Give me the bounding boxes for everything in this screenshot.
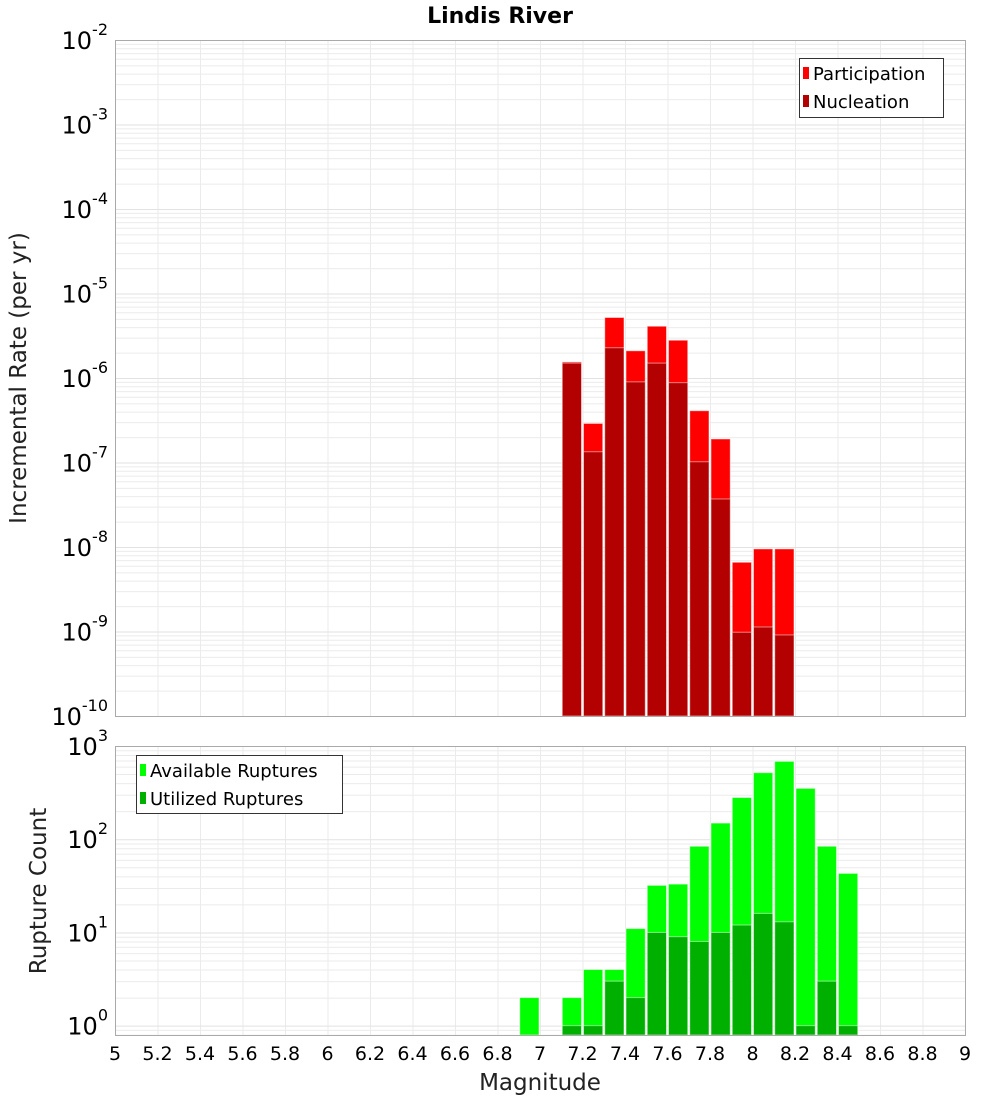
- legend-label-nucleation: Nucleation: [813, 92, 909, 113]
- x-tick-label: 6.4: [397, 1043, 427, 1065]
- x-tick-label: 6: [321, 1043, 333, 1065]
- bottom-bar-available-ruptures: [795, 787, 816, 1036]
- x-tick-label: 5.2: [142, 1043, 172, 1065]
- y-tick-label: 101: [67, 912, 108, 947]
- y-tick-label: 10-9: [62, 612, 109, 647]
- top-plot-border: [115, 40, 966, 717]
- x-tick-label: 5.6: [227, 1043, 257, 1065]
- top-bar-nucleation: [604, 347, 625, 717]
- bottom-bar-utilized-ruptures: [774, 921, 795, 1036]
- legend-swatch-participation: [803, 67, 809, 79]
- legend-label-available: Available Ruptures: [150, 761, 318, 782]
- top-plot-grid: [115, 40, 966, 717]
- bottom-bar-utilized-ruptures: [838, 1025, 859, 1036]
- x-tick-label: 6.2: [355, 1043, 385, 1065]
- y-tick-label: 100: [67, 1006, 108, 1041]
- x-tick-label: 8.6: [865, 1043, 895, 1065]
- top-bar-nucleation: [583, 451, 604, 717]
- x-tick-label: 8.8: [907, 1043, 937, 1065]
- bottom-bar-utilized-ruptures: [604, 980, 625, 1036]
- bottom-y-axis-label: Rupture Count: [26, 808, 52, 974]
- x-tick-label: 8: [746, 1043, 758, 1065]
- x-tick-label: 5.8: [270, 1043, 300, 1065]
- y-tick-label: 10-6: [62, 358, 109, 393]
- bottom-bar-utilized-ruptures: [583, 1025, 604, 1036]
- y-tick-label: 10-3: [62, 105, 109, 140]
- bottom-y-ticks: 100 101 102 103: [67, 726, 108, 1041]
- legend-swatch-nucleation: [803, 95, 809, 107]
- bottom-bar-utilized-ruptures: [710, 931, 731, 1036]
- x-tick-label: 7: [534, 1043, 546, 1065]
- y-tick-label: 103: [67, 726, 108, 761]
- bottom-bar-utilized-ruptures: [816, 980, 837, 1036]
- x-tick-label: 6.6: [440, 1043, 470, 1065]
- y-tick-label: 102: [67, 819, 108, 854]
- top-y-axis-label: Incremental Rate (per yr): [6, 232, 32, 524]
- bottom-bar-available-ruptures: [519, 997, 540, 1036]
- top-bar-nucleation: [710, 498, 731, 717]
- y-tick-label: 10-7: [62, 443, 109, 478]
- bottom-bar-utilized-ruptures: [795, 1025, 816, 1036]
- top-bar-nucleation: [731, 631, 752, 717]
- top-bar-nucleation: [646, 362, 667, 717]
- bottom-plot-border: [115, 746, 966, 1036]
- x-tick-label: 7.2: [567, 1043, 597, 1065]
- legend-swatch-available: [140, 764, 146, 776]
- bottom-bar-utilized-ruptures: [668, 936, 689, 1036]
- top-legend: Participation Nucleation: [799, 58, 944, 118]
- top-bar-nucleation: [753, 626, 774, 717]
- x-tick-label: 7.6: [652, 1043, 682, 1065]
- x-tick-label: 6.8: [482, 1043, 512, 1065]
- x-tick-label: 5.4: [185, 1043, 215, 1065]
- x-tick-label: 8.4: [822, 1043, 852, 1065]
- top-bar-nucleation: [625, 381, 646, 717]
- bottom-bar-utilized-ruptures: [561, 1025, 582, 1036]
- top-bar-nucleation: [689, 461, 710, 717]
- bottom-bar-available-ruptures: [838, 872, 859, 1036]
- x-ticks: 5 5.2 5.4 5.6 5.8 6 6.2 6.4 6.6 6.8 7 7.2 7.4 7.6 7.8 8…: [109, 1043, 971, 1065]
- top-bar-nucleation: [561, 362, 582, 717]
- x-axis-label: Magnitude: [479, 1070, 601, 1096]
- x-tick-label: 9: [959, 1043, 971, 1065]
- legend-label-utilized: Utilized Ruptures: [150, 789, 303, 810]
- bottom-bar-utilized-ruptures: [646, 931, 667, 1036]
- bottom-bar-utilized-ruptures: [753, 912, 774, 1036]
- x-tick-label: 7.4: [610, 1043, 640, 1065]
- bottom-bar-utilized-ruptures: [731, 924, 752, 1036]
- top-bar-nucleation: [668, 382, 689, 717]
- x-tick-label: 5: [109, 1043, 121, 1065]
- y-tick-label: 10-5: [62, 274, 109, 309]
- legend-swatch-utilized: [140, 792, 146, 804]
- chart-title: Lindis River: [427, 4, 573, 29]
- legend-label-participation: Participation: [813, 64, 925, 85]
- top-plot-bars: [561, 316, 795, 717]
- bottom-plot-bars: [519, 760, 859, 1036]
- bottom-bar-utilized-ruptures: [625, 997, 646, 1036]
- y-tick-label: 10-2: [62, 20, 109, 55]
- x-tick-label: 8.2: [780, 1043, 810, 1065]
- bottom-legend: Available Ruptures Utilized Ruptures: [136, 755, 343, 814]
- y-tick-label: 10-4: [62, 189, 109, 224]
- bottom-bar-utilized-ruptures: [689, 940, 710, 1036]
- y-tick-label: 10-8: [62, 527, 109, 562]
- y-tick-label: 10-10: [51, 696, 108, 731]
- x-tick-label: 7.8: [695, 1043, 725, 1065]
- top-bar-nucleation: [774, 634, 795, 717]
- top-y-ticks: 10-10 10-9 10-8 10-7 10-6 10-5 10-4 10-3 10-2: [51, 20, 108, 731]
